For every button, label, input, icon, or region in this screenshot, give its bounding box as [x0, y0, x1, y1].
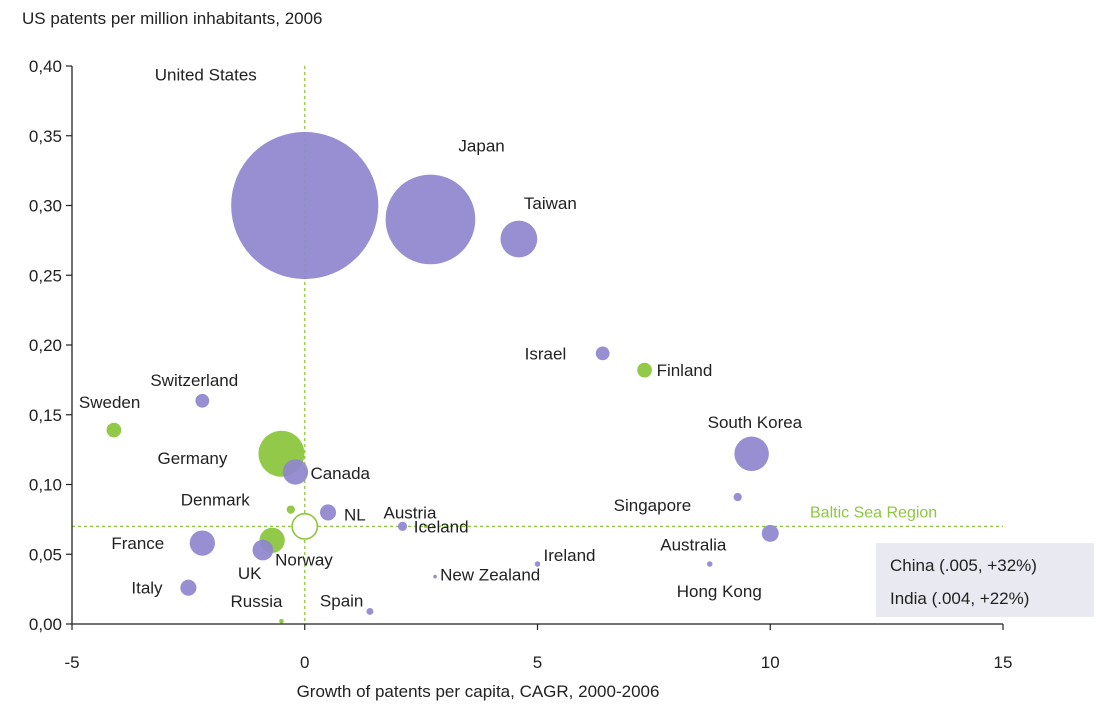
x-axis-label: Growth of patents per capita, CAGR, 2000…: [297, 682, 660, 701]
bubble-switzerland: [195, 393, 210, 408]
label-iceland: Iceland: [414, 517, 469, 536]
x-tick-label: 10: [761, 653, 780, 672]
bubble-nl: [319, 504, 337, 521]
bubble-singapore: [733, 492, 742, 502]
label-italy: Italy: [131, 579, 163, 598]
label-singapore: Singapore: [614, 496, 692, 515]
bubble-spain: [366, 607, 374, 615]
y-tick-label: 0,30: [29, 197, 62, 216]
bubble-sweden: [106, 422, 122, 438]
label-japan: Japan: [458, 136, 504, 155]
y-tick-label: 0,25: [29, 266, 62, 285]
bubble-finland: [637, 362, 652, 378]
bubble-baltic-sea-region: [291, 512, 319, 540]
label-sweden: Sweden: [79, 393, 140, 412]
bubble-hong-kong: [706, 561, 713, 567]
x-tick-label: 5: [533, 653, 542, 672]
label-ireland: Ireland: [544, 546, 596, 565]
bubble-uk: [252, 539, 274, 561]
label-finland: Finland: [657, 361, 713, 380]
y-tick-label: 0,35: [29, 127, 62, 146]
label-australia: Australia: [660, 535, 727, 554]
annotation-box-bg: [876, 543, 1094, 617]
label-france: France: [111, 534, 164, 553]
y-tick-label: 0,15: [29, 406, 62, 425]
bubble-australia: [761, 524, 779, 542]
y-tick-label: 0,40: [29, 57, 62, 76]
bubble-russia: [279, 618, 284, 624]
label-south-korea: South Korea: [708, 413, 803, 432]
annotation-india: India (.004, +22%): [890, 589, 1029, 608]
label-denmark: Denmark: [181, 491, 250, 510]
bubble-france: [189, 530, 215, 556]
label-israel: Israel: [525, 344, 567, 363]
bubble-south-korea: [734, 436, 769, 472]
bubble-israel: [595, 346, 610, 361]
y-tick-label: 0,10: [29, 476, 62, 495]
bubble-japan: [385, 174, 476, 265]
annotation-china: China (.005, +32%): [890, 556, 1037, 575]
bubble-denmark: [286, 505, 295, 514]
label-russia: Russia: [230, 592, 283, 611]
x-tick-label: 15: [994, 653, 1013, 672]
point-labels: United States Japan Taiwan Israel Finland Sou…: [79, 66, 803, 612]
label-hong-kong: Hong Kong: [677, 582, 762, 601]
reference-line-label: Baltic Sea Region: [810, 504, 937, 521]
label-norway: Norway: [275, 550, 333, 569]
bubble-united-states: [231, 131, 379, 280]
x-tick-label: -5: [64, 653, 79, 672]
bubble-new-zealand: [433, 574, 437, 579]
chart-title: US patents per million inhabitants, 2006: [22, 9, 323, 28]
y-tick-label: 0,20: [29, 336, 62, 355]
axes: 0,00 0,05 0,10 0,15 0,20 0,25 0,30 0,35 0,40 -5 0 5…: [29, 57, 1013, 672]
bubble-ireland: [534, 561, 541, 567]
y-tick-label: 0,00: [29, 615, 62, 634]
label-taiwan: Taiwan: [524, 194, 577, 213]
label-new-zealand: New Zealand: [440, 566, 540, 585]
bubbles: [106, 131, 779, 624]
y-tick-label: 0,05: [29, 545, 62, 564]
x-tick-label: 0: [300, 653, 309, 672]
annotation-box: China (.005, +32%) India (.004, +22%): [876, 543, 1094, 617]
label-switzerland: Switzerland: [150, 371, 238, 390]
bubble-austria: [397, 521, 408, 531]
bubble-italy: [180, 579, 197, 596]
label-germany: Germany: [157, 449, 227, 468]
bubble-iceland: [423, 524, 428, 529]
label-spain: Spain: [320, 591, 363, 610]
label-austria: Austria: [384, 503, 437, 522]
bubble-canada: [282, 459, 309, 485]
bubble-taiwan: [500, 220, 538, 258]
label-canada: Canada: [310, 464, 370, 483]
label-nl: NL: [344, 505, 366, 524]
label-uk: UK: [238, 564, 262, 583]
label-united-states: United States: [155, 66, 257, 85]
